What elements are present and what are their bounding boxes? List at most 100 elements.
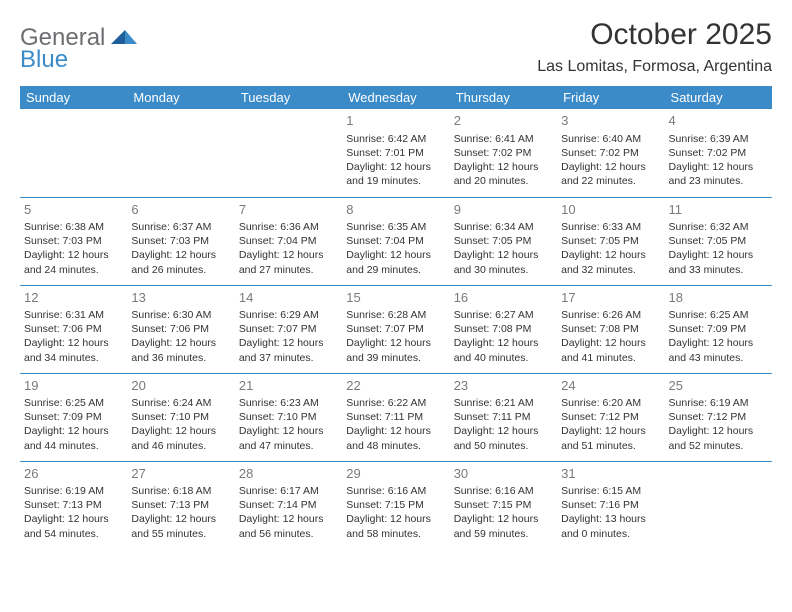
sunset-line: Sunset: 7:03 PM bbox=[131, 234, 230, 248]
day-header: Thursday bbox=[450, 86, 557, 109]
calendar-cell: 22Sunrise: 6:22 AMSunset: 7:11 PMDayligh… bbox=[342, 373, 449, 461]
daylight-line: Daylight: 12 hours and 52 minutes. bbox=[669, 424, 768, 452]
sunrise-line: Sunrise: 6:22 AM bbox=[346, 396, 445, 410]
calendar-cell: 23Sunrise: 6:21 AMSunset: 7:11 PMDayligh… bbox=[450, 373, 557, 461]
calendar-cell: 21Sunrise: 6:23 AMSunset: 7:10 PMDayligh… bbox=[235, 373, 342, 461]
sunrise-line: Sunrise: 6:16 AM bbox=[346, 484, 445, 498]
day-number: 28 bbox=[239, 465, 338, 483]
day-number: 3 bbox=[561, 112, 660, 130]
calendar-cell: 28Sunrise: 6:17 AMSunset: 7:14 PMDayligh… bbox=[235, 461, 342, 549]
sunset-line: Sunset: 7:09 PM bbox=[669, 322, 768, 336]
sunset-line: Sunset: 7:07 PM bbox=[346, 322, 445, 336]
daylight-line: Daylight: 12 hours and 50 minutes. bbox=[454, 424, 553, 452]
calendar-cell: 15Sunrise: 6:28 AMSunset: 7:07 PMDayligh… bbox=[342, 285, 449, 373]
daylight-line: Daylight: 12 hours and 33 minutes. bbox=[669, 248, 768, 276]
logo: General Blue bbox=[20, 18, 137, 52]
calendar-cell: 6Sunrise: 6:37 AMSunset: 7:03 PMDaylight… bbox=[127, 197, 234, 285]
sunset-line: Sunset: 7:01 PM bbox=[346, 146, 445, 160]
day-header: Wednesday bbox=[342, 86, 449, 109]
sunrise-line: Sunrise: 6:27 AM bbox=[454, 308, 553, 322]
daylight-line: Daylight: 12 hours and 27 minutes. bbox=[239, 248, 338, 276]
day-number: 16 bbox=[454, 289, 553, 307]
day-number: 9 bbox=[454, 201, 553, 219]
day-number: 25 bbox=[669, 377, 768, 395]
calendar-cell bbox=[235, 109, 342, 197]
calendar-cell bbox=[20, 109, 127, 197]
sunrise-line: Sunrise: 6:39 AM bbox=[669, 132, 768, 146]
day-number: 13 bbox=[131, 289, 230, 307]
sunset-line: Sunset: 7:06 PM bbox=[131, 322, 230, 336]
calendar-cell: 10Sunrise: 6:33 AMSunset: 7:05 PMDayligh… bbox=[557, 197, 664, 285]
day-number: 20 bbox=[131, 377, 230, 395]
triangle-icon bbox=[111, 28, 137, 51]
sunrise-line: Sunrise: 6:16 AM bbox=[454, 484, 553, 498]
calendar-cell: 2Sunrise: 6:41 AMSunset: 7:02 PMDaylight… bbox=[450, 109, 557, 197]
daylight-line: Daylight: 12 hours and 19 minutes. bbox=[346, 160, 445, 188]
calendar-cell: 18Sunrise: 6:25 AMSunset: 7:09 PMDayligh… bbox=[665, 285, 772, 373]
sunrise-line: Sunrise: 6:20 AM bbox=[561, 396, 660, 410]
day-header: Sunday bbox=[20, 86, 127, 109]
sunset-line: Sunset: 7:07 PM bbox=[239, 322, 338, 336]
sunrise-line: Sunrise: 6:36 AM bbox=[239, 220, 338, 234]
daylight-line: Daylight: 12 hours and 47 minutes. bbox=[239, 424, 338, 452]
calendar-row: 26Sunrise: 6:19 AMSunset: 7:13 PMDayligh… bbox=[20, 461, 772, 549]
sunset-line: Sunset: 7:02 PM bbox=[561, 146, 660, 160]
day-number: 12 bbox=[24, 289, 123, 307]
day-number: 30 bbox=[454, 465, 553, 483]
sunset-line: Sunset: 7:02 PM bbox=[454, 146, 553, 160]
calendar-head: SundayMondayTuesdayWednesdayThursdayFrid… bbox=[20, 86, 772, 109]
logo-word-2: Blue bbox=[20, 46, 68, 74]
calendar-row: 12Sunrise: 6:31 AMSunset: 7:06 PMDayligh… bbox=[20, 285, 772, 373]
page-title: October 2025 bbox=[537, 18, 772, 52]
title-block: October 2025 Las Lomitas, Formosa, Argen… bbox=[537, 18, 772, 76]
daylight-line: Daylight: 12 hours and 51 minutes. bbox=[561, 424, 660, 452]
calendar-cell: 29Sunrise: 6:16 AMSunset: 7:15 PMDayligh… bbox=[342, 461, 449, 549]
daylight-line: Daylight: 12 hours and 29 minutes. bbox=[346, 248, 445, 276]
sunset-line: Sunset: 7:03 PM bbox=[24, 234, 123, 248]
header: General Blue October 2025 Las Lomitas, F… bbox=[20, 18, 772, 76]
sunset-line: Sunset: 7:12 PM bbox=[561, 410, 660, 424]
day-number: 22 bbox=[346, 377, 445, 395]
calendar-cell: 5Sunrise: 6:38 AMSunset: 7:03 PMDaylight… bbox=[20, 197, 127, 285]
daylight-line: Daylight: 12 hours and 41 minutes. bbox=[561, 336, 660, 364]
day-number: 27 bbox=[131, 465, 230, 483]
sunrise-line: Sunrise: 6:18 AM bbox=[131, 484, 230, 498]
sunrise-line: Sunrise: 6:15 AM bbox=[561, 484, 660, 498]
sunset-line: Sunset: 7:15 PM bbox=[346, 498, 445, 512]
calendar-cell: 16Sunrise: 6:27 AMSunset: 7:08 PMDayligh… bbox=[450, 285, 557, 373]
sunset-line: Sunset: 7:02 PM bbox=[669, 146, 768, 160]
calendar-cell: 31Sunrise: 6:15 AMSunset: 7:16 PMDayligh… bbox=[557, 461, 664, 549]
daylight-line: Daylight: 12 hours and 48 minutes. bbox=[346, 424, 445, 452]
day-number: 4 bbox=[669, 112, 768, 130]
sunset-line: Sunset: 7:06 PM bbox=[24, 322, 123, 336]
sunset-line: Sunset: 7:15 PM bbox=[454, 498, 553, 512]
calendar-cell: 11Sunrise: 6:32 AMSunset: 7:05 PMDayligh… bbox=[665, 197, 772, 285]
day-number: 8 bbox=[346, 201, 445, 219]
day-header: Tuesday bbox=[235, 86, 342, 109]
daylight-line: Daylight: 13 hours and 0 minutes. bbox=[561, 512, 660, 540]
day-header: Saturday bbox=[665, 86, 772, 109]
day-header-row: SundayMondayTuesdayWednesdayThursdayFrid… bbox=[20, 86, 772, 109]
calendar-row: 19Sunrise: 6:25 AMSunset: 7:09 PMDayligh… bbox=[20, 373, 772, 461]
daylight-line: Daylight: 12 hours and 54 minutes. bbox=[24, 512, 123, 540]
daylight-line: Daylight: 12 hours and 39 minutes. bbox=[346, 336, 445, 364]
day-number: 24 bbox=[561, 377, 660, 395]
day-header: Friday bbox=[557, 86, 664, 109]
daylight-line: Daylight: 12 hours and 26 minutes. bbox=[131, 248, 230, 276]
calendar-cell: 12Sunrise: 6:31 AMSunset: 7:06 PMDayligh… bbox=[20, 285, 127, 373]
calendar-cell: 25Sunrise: 6:19 AMSunset: 7:12 PMDayligh… bbox=[665, 373, 772, 461]
daylight-line: Daylight: 12 hours and 58 minutes. bbox=[346, 512, 445, 540]
sunset-line: Sunset: 7:16 PM bbox=[561, 498, 660, 512]
day-number: 17 bbox=[561, 289, 660, 307]
daylight-line: Daylight: 12 hours and 44 minutes. bbox=[24, 424, 123, 452]
sunrise-line: Sunrise: 6:32 AM bbox=[669, 220, 768, 234]
calendar-cell: 8Sunrise: 6:35 AMSunset: 7:04 PMDaylight… bbox=[342, 197, 449, 285]
sunrise-line: Sunrise: 6:29 AM bbox=[239, 308, 338, 322]
sunrise-line: Sunrise: 6:37 AM bbox=[131, 220, 230, 234]
calendar-cell: 14Sunrise: 6:29 AMSunset: 7:07 PMDayligh… bbox=[235, 285, 342, 373]
sunrise-line: Sunrise: 6:42 AM bbox=[346, 132, 445, 146]
calendar-row: 5Sunrise: 6:38 AMSunset: 7:03 PMDaylight… bbox=[20, 197, 772, 285]
day-number: 21 bbox=[239, 377, 338, 395]
sunrise-line: Sunrise: 6:30 AM bbox=[131, 308, 230, 322]
sunset-line: Sunset: 7:08 PM bbox=[561, 322, 660, 336]
